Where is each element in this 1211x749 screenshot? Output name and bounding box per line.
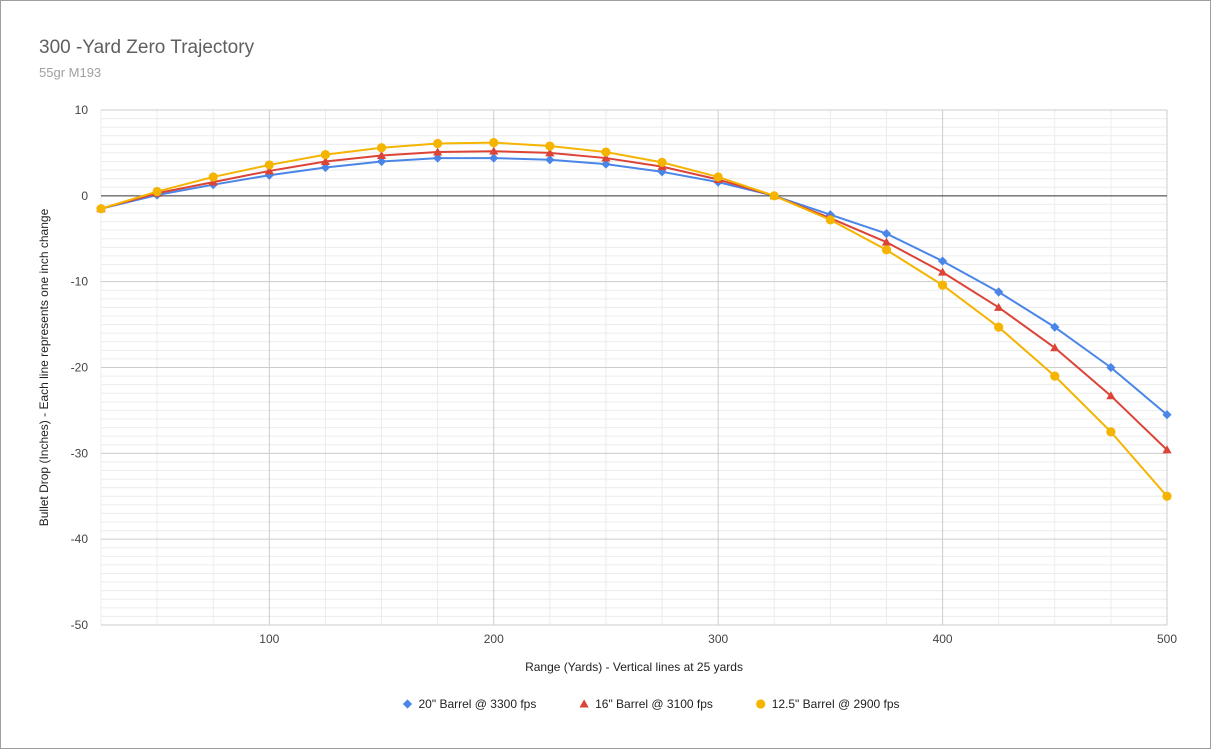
data-point [937, 267, 948, 276]
y-tick-label: -10 [71, 275, 89, 289]
y-tick-label: -50 [71, 618, 89, 632]
series-layer [96, 138, 1172, 501]
data-point [545, 155, 555, 165]
legend-item: 20" Barrel @ 3300 fps [402, 697, 537, 711]
data-point [769, 191, 779, 201]
data-point [994, 322, 1004, 332]
data-point [657, 157, 667, 167]
data-point [433, 153, 443, 163]
series-line [100, 157, 1168, 416]
data-point [376, 150, 387, 159]
x-axis-title: Range (Yards) - Vertical lines at 25 yar… [525, 660, 743, 674]
data-point [994, 287, 1004, 297]
data-point [1162, 410, 1172, 420]
series-1 [96, 153, 1172, 420]
y-axis-ticks: 10 0 -10 -20 -30 -40 -50 [71, 103, 89, 632]
legend-label: 12.5" Barrel @ 2900 fps [772, 697, 900, 711]
series-line [100, 150, 1168, 451]
data-point [264, 166, 274, 175]
data-point [601, 159, 611, 169]
data-point [433, 147, 443, 156]
data-point [825, 215, 835, 225]
y-axis-title: Bullet Drop (Inches) - Each line represe… [37, 208, 51, 526]
major-gridlines [101, 109, 1168, 626]
series-3 [96, 138, 1172, 501]
data-point [937, 256, 948, 266]
data-point [994, 302, 1004, 311]
x-tick-label: 300 [708, 632, 728, 646]
data-point [881, 237, 892, 246]
data-point [320, 162, 331, 173]
x-tick-label: 500 [1157, 632, 1177, 646]
data-point [1050, 343, 1060, 352]
data-point [545, 148, 555, 157]
x-tick-label: 400 [933, 632, 953, 646]
y-tick-label: -30 [71, 446, 89, 460]
chart-subtitle: 55gr M193 [39, 65, 102, 80]
data-point [601, 153, 611, 162]
legend-marker [579, 699, 589, 708]
data-point [208, 172, 218, 182]
data-point [489, 146, 499, 155]
data-point [1050, 322, 1060, 332]
data-point [489, 138, 499, 148]
legend-item: 12.5" Barrel @ 2900 fps [756, 697, 900, 711]
x-axis-ticks: 100 200 300 400 500 [259, 632, 1177, 646]
data-point [1106, 362, 1116, 373]
data-point [601, 147, 611, 157]
data-point [320, 150, 331, 160]
legend-marker [756, 699, 766, 709]
y-tick-label: 0 [81, 189, 88, 203]
data-point [881, 245, 892, 255]
data-point [152, 186, 162, 197]
y-tick-label: -20 [71, 361, 89, 375]
chart-title: 300 -Yard Zero Trajectory [39, 37, 255, 58]
data-point [264, 160, 274, 170]
data-point [713, 172, 723, 182]
data-point [320, 156, 331, 165]
data-point [376, 156, 387, 167]
data-point [545, 141, 555, 151]
data-point [1050, 371, 1060, 381]
x-tick-label: 200 [484, 632, 504, 646]
data-point [433, 138, 443, 149]
data-point [937, 280, 948, 290]
legend-marker [402, 699, 413, 709]
data-point [881, 229, 892, 239]
data-point [1162, 491, 1172, 501]
data-point [1106, 427, 1116, 437]
data-point [96, 204, 106, 214]
y-tick-label: -40 [71, 532, 89, 546]
y-tick-label: 10 [75, 103, 89, 117]
series-line [100, 141, 1168, 497]
data-point [489, 153, 499, 163]
legend-item: 16" Barrel @ 3100 fps [579, 697, 713, 711]
legend-label: 16" Barrel @ 3100 fps [595, 697, 713, 711]
legend-label: 20" Barrel @ 3300 fps [419, 697, 537, 711]
data-point [1106, 391, 1116, 400]
x-tick-label: 100 [259, 632, 279, 646]
data-point [1162, 445, 1172, 454]
data-point [376, 143, 387, 153]
legend: 20" Barrel @ 3300 fps 16" Barrel @ 3100 f… [402, 697, 900, 711]
